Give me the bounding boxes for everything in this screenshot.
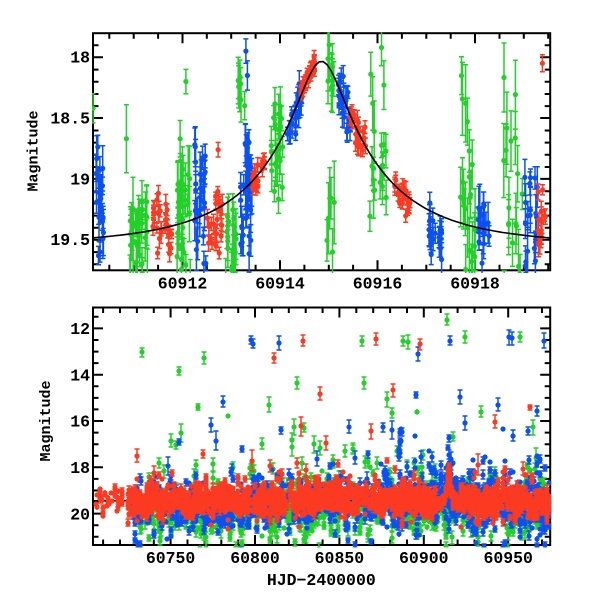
svg-text:60850: 60850 [315, 549, 365, 568]
svg-text:18: 18 [70, 49, 90, 68]
svg-text:Magnitude: Magnitude [38, 380, 55, 461]
svg-text:60900: 60900 [399, 549, 449, 568]
svg-text:19: 19 [70, 170, 90, 189]
svg-text:20: 20 [70, 505, 90, 524]
svg-text:60750: 60750 [146, 549, 196, 568]
svg-text:14: 14 [70, 366, 90, 385]
svg-text:Magnitude: Magnitude [26, 110, 43, 191]
svg-text:19.5: 19.5 [50, 231, 90, 250]
svg-text:60916: 60916 [353, 275, 403, 294]
svg-text:60914: 60914 [255, 275, 305, 294]
svg-text:12: 12 [70, 320, 90, 339]
svg-text:60950: 60950 [483, 549, 533, 568]
svg-text:18: 18 [70, 459, 90, 478]
svg-text:60912: 60912 [158, 275, 208, 294]
svg-text:16: 16 [70, 413, 90, 432]
svg-text:HJD−2400000: HJD−2400000 [267, 571, 376, 590]
svg-text:60918: 60918 [450, 275, 500, 294]
svg-text:60800: 60800 [230, 549, 280, 568]
svg-text:18.5: 18.5 [50, 110, 90, 129]
